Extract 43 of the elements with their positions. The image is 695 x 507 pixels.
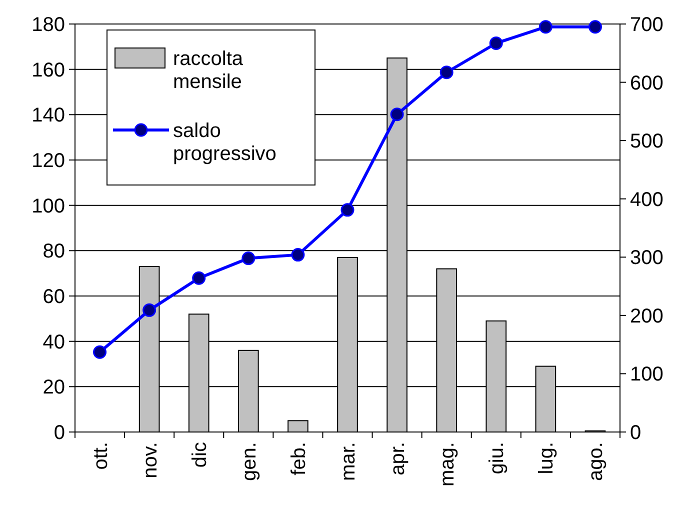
point bbox=[440, 66, 454, 80]
y-tick-label: 120 bbox=[32, 150, 65, 172]
y-tick-label: 100 bbox=[32, 195, 65, 218]
y-tick-label: 180 bbox=[32, 14, 65, 36]
point bbox=[242, 252, 256, 266]
y-tick-label: 160 bbox=[32, 59, 65, 82]
y-tick-label: 20 bbox=[42, 376, 65, 399]
x-tick-label: dic bbox=[188, 442, 211, 468]
y-tick-label: 80 bbox=[42, 240, 65, 263]
y2-tick-label: 100 bbox=[630, 364, 664, 386]
point bbox=[93, 345, 107, 359]
x-tick-label: nov. bbox=[139, 442, 162, 478]
point bbox=[390, 108, 404, 122]
legend-label: raccolta mensile bbox=[173, 48, 244, 93]
y-tick-label: 40 bbox=[42, 331, 65, 354]
point bbox=[588, 20, 602, 34]
point bbox=[489, 36, 503, 50]
y2-tick-label: 400 bbox=[630, 188, 664, 211]
y-tick-label: 140 bbox=[32, 104, 65, 127]
y-tick-label: 60 bbox=[42, 286, 65, 308]
x-tick-label: mag. bbox=[436, 442, 459, 486]
x-tick-label: feb. bbox=[288, 442, 310, 476]
y2-tick-label: 700 bbox=[630, 14, 664, 36]
x-tick-label: gen. bbox=[238, 442, 260, 481]
x-tick-label: mar. bbox=[338, 442, 360, 481]
y2-tick-label: 200 bbox=[630, 305, 664, 328]
point bbox=[291, 248, 305, 262]
y2-tick-label: 600 bbox=[630, 72, 664, 94]
y2-tick-label: 500 bbox=[630, 130, 664, 153]
point bbox=[340, 203, 354, 217]
point bbox=[142, 303, 156, 317]
x-tick-label: lug. bbox=[536, 442, 558, 474]
legend-label: saldo progressivo bbox=[173, 120, 276, 165]
x-tick-label: ago. bbox=[585, 442, 608, 481]
y2-tick-label: 0 bbox=[630, 422, 642, 444]
bar bbox=[288, 420, 308, 432]
point bbox=[192, 271, 206, 285]
y2-tick-label: 300 bbox=[630, 247, 664, 270]
x-tick-label: giu. bbox=[486, 442, 508, 474]
y-tick-label: 0 bbox=[54, 422, 65, 444]
x-tick-label: ott. bbox=[90, 442, 112, 470]
x-tick-label: apr. bbox=[387, 442, 410, 476]
point bbox=[538, 20, 552, 34]
